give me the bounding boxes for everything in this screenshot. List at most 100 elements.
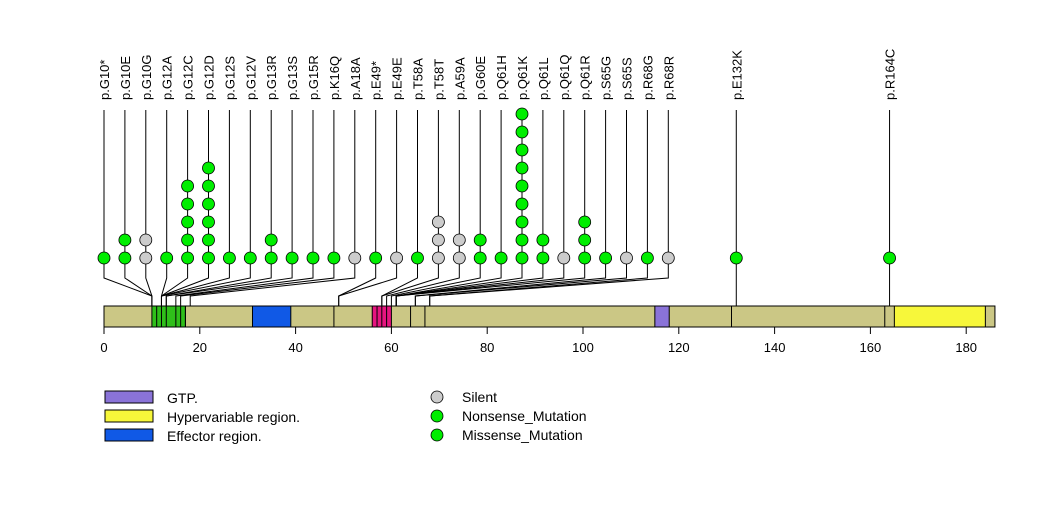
mutation-point-missense-mutation: [536, 233, 550, 247]
mutation-label: p.G12V: [243, 56, 258, 100]
legend-marker: [430, 428, 444, 442]
connector-line: [103, 258, 153, 306]
connector-line: [160, 258, 251, 306]
mutation-point-missense-mutation: [181, 251, 195, 265]
mutation-label: p.G13R: [264, 55, 279, 100]
mutation-point-missense-mutation: [641, 251, 654, 265]
mutation-point-nonsense-mutation: [369, 251, 383, 265]
mutation-label: p.E49E: [390, 57, 405, 100]
legend-swatch: [104, 428, 154, 442]
x-tick-label: 100: [572, 340, 594, 355]
mutation-label: p.G12C: [181, 55, 196, 100]
x-axis: 0 20 40 60 80 100 120 140 160 180: [100, 327, 977, 355]
legend-marker: [430, 409, 444, 423]
connector-line: [160, 258, 230, 306]
connector-line: [381, 258, 418, 306]
mutation-point-missense-mutation: [578, 251, 592, 265]
mutation-point-missense-mutation: [494, 251, 508, 265]
mutation-label: p.E132K: [729, 50, 744, 100]
mutation-point-missense-mutation: [578, 233, 592, 247]
mutation-point-missense-mutation: [515, 107, 529, 121]
mutation-point-missense-mutation: [536, 251, 550, 265]
mutation-point-missense-mutation: [306, 251, 320, 265]
legend-label: Nonsense_Mutation: [462, 408, 587, 424]
legend-swatch: [104, 390, 154, 404]
mutation-point-missense-mutation: [222, 251, 236, 265]
x-tick-label: 160: [860, 340, 882, 355]
mutation-label: p.Q61R: [578, 55, 593, 100]
connector-lines: [103, 258, 891, 306]
mutation-point-missense-mutation: [202, 233, 215, 247]
mutation-label: p.G12S: [222, 56, 237, 100]
mutation-label: p.G60E: [473, 56, 488, 100]
mutation-point-nonsense-mutation: [97, 251, 111, 265]
mutation-point-missense-mutation: [473, 233, 487, 247]
legend-swatch: [104, 409, 154, 423]
connector-line: [180, 258, 335, 306]
connector-line: [145, 258, 153, 306]
mutation-point-silent: [431, 233, 445, 247]
legend-label: Missense_Mutation: [462, 427, 583, 443]
mutation-point-missense-mutation: [202, 251, 215, 265]
mutation-point-missense-mutation: [515, 161, 529, 175]
connector-line: [124, 258, 153, 306]
mutation-label: p.G15R: [306, 55, 321, 100]
mutation-point-silent: [661, 251, 675, 265]
mutation-label: p.G12D: [202, 55, 217, 100]
connector-line: [395, 258, 544, 306]
mutation-point-missense-mutation: [243, 251, 257, 265]
mutation-point-missense-mutation: [181, 179, 195, 193]
connector-line: [390, 258, 481, 306]
x-tick-label: 80: [480, 340, 494, 355]
x-tick-label: 40: [288, 340, 302, 355]
mutation-point-silent: [557, 251, 571, 265]
mutation-label: p.G10G: [139, 54, 154, 100]
mutation-label: p.T58T: [431, 59, 446, 100]
mutation-point-missense-mutation: [599, 251, 612, 265]
mutation-point-missense-mutation: [515, 179, 529, 193]
mutation-label: p.R68G: [640, 55, 655, 100]
mutation-point-missense-mutation: [515, 215, 529, 229]
mutation-label: p.Q61Q: [557, 54, 572, 100]
legend-label: GTP.: [167, 390, 198, 406]
mutation-point-missense-mutation: [264, 251, 278, 265]
domain-hypervariable-region: [893, 305, 986, 328]
legend: GTP. Hypervariable region. Effector region…: [104, 389, 587, 444]
mutation-label: p.S65G: [599, 56, 614, 100]
mutation-point-silent: [139, 233, 153, 247]
mutation-point-missense-mutation: [578, 215, 592, 229]
mutation-label: p.G12A: [160, 56, 175, 100]
mutation-point-missense-mutation: [473, 251, 487, 265]
protein-track: [103, 305, 996, 328]
connector-line: [338, 258, 377, 306]
mutation-point-missense-mutation: [729, 251, 743, 265]
mutation-label: p.G13S: [285, 56, 300, 100]
connector-line: [395, 258, 502, 306]
mutation-label: p.R164C: [883, 49, 898, 100]
mutation-label: p.A59A: [452, 57, 467, 100]
protein-backbone: [103, 305, 996, 328]
mutation-label: p.Q61L: [536, 57, 551, 100]
mutation-point-missense-mutation: [327, 251, 341, 265]
mutation-label: p.G10*: [97, 60, 112, 100]
mutation-point-silent: [348, 251, 362, 265]
lollipop-stems: [103, 110, 891, 258]
mutation-point-missense-mutation: [202, 179, 215, 193]
mutation-label: p.R68R: [661, 56, 676, 100]
domain-gtp: [654, 305, 670, 328]
mutation-point-missense-mutation: [202, 215, 215, 229]
mutation-label: p.E49*: [369, 61, 384, 100]
mutation-point-missense-mutation: [515, 251, 529, 265]
mutation-label: p.G10E: [118, 56, 133, 100]
mutation-point-silent: [620, 251, 633, 265]
mutation-point-missense-mutation: [264, 233, 278, 247]
mutation-points: [97, 107, 896, 265]
connector-line: [429, 258, 669, 306]
mutation-point-missense-mutation: [411, 251, 424, 265]
mutation-point-silent: [452, 233, 466, 247]
mutation-point-silent: [452, 251, 466, 265]
mutation-point-missense-mutation: [285, 251, 299, 265]
connector-line: [381, 258, 439, 306]
mutation-label: p.Q61H: [494, 55, 509, 100]
